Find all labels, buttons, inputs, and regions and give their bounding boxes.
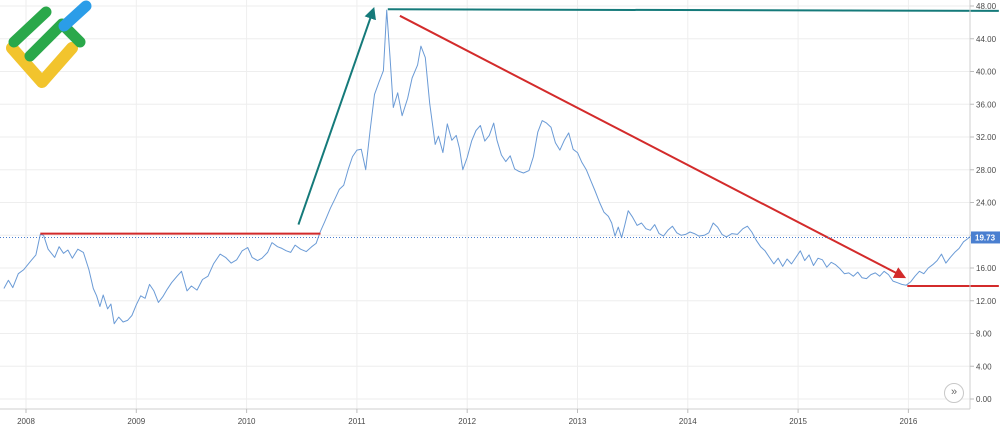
- logo-blue-mark: [58, 0, 92, 32]
- x-tick-label: 2012: [458, 417, 476, 426]
- x-tick-label: 2013: [569, 417, 587, 426]
- y-tick-label: 4.00: [976, 362, 992, 371]
- company-logo: [6, 0, 92, 88]
- series-layer: [3, 9, 986, 325]
- y-tick-label: 32.00: [976, 133, 997, 142]
- y-tick-label: 8.00: [976, 330, 992, 339]
- y-tick-label: 40.00: [976, 68, 997, 77]
- grid: [0, 0, 970, 409]
- x-tick-label: 2008: [17, 417, 35, 426]
- x-tick-label: 2010: [238, 417, 256, 426]
- scroll-to-latest-button[interactable]: »: [944, 383, 964, 403]
- y-tick-label: 24.00: [976, 199, 997, 208]
- y-tick-label: 16.00: [976, 264, 997, 273]
- x-tick-label: 2009: [127, 417, 145, 426]
- price-series-line: [3, 9, 986, 325]
- last-price-badge: [971, 231, 1000, 244]
- y-tick-label: 28.00: [976, 166, 997, 175]
- y-axis: 0.004.008.0012.0016.0020.0024.0028.0032.…: [969, 0, 997, 409]
- annotation-layer: [40, 7, 999, 288]
- double-chevron-right-icon: »: [950, 386, 958, 398]
- teal-arrow: [297, 7, 376, 225]
- last-price-label: 19.73: [975, 233, 996, 242]
- y-tick-label: 44.00: [976, 35, 997, 44]
- y-tick-label: 12.00: [976, 297, 997, 306]
- x-tick-label: 2014: [679, 417, 697, 426]
- x-tick-label: 2011: [348, 417, 366, 426]
- y-tick-label: 48.00: [976, 2, 997, 11]
- y-tick-label: 0.00: [976, 395, 992, 404]
- x-tick-label: 2015: [789, 417, 807, 426]
- red-arrow: [399, 14, 907, 279]
- logo-yellow-chevron: [6, 42, 78, 88]
- y-tick-label: 36.00: [976, 100, 997, 109]
- teal-horizontal-line: [387, 8, 999, 12]
- last-price-marker: 19.73: [0, 231, 1000, 244]
- x-axis: 2008 2009 2010 2011 2012 2013 2014 2015 2016: [0, 408, 970, 426]
- x-tick-label: 2016: [900, 417, 918, 426]
